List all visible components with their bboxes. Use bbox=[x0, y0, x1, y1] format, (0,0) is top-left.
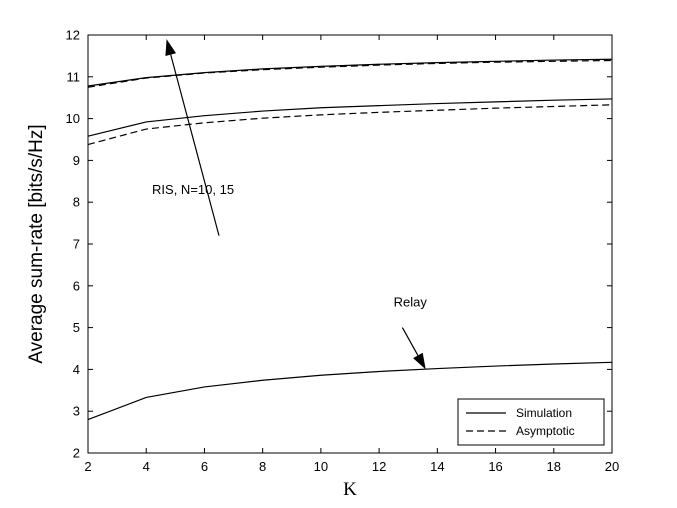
annotations: RIS, N=10, 15 Relay bbox=[152, 39, 428, 370]
annotation-label-1: Relay bbox=[394, 295, 428, 310]
x-tick-label: 8 bbox=[259, 459, 266, 474]
axis-ticks: 2 4 6 8 10 12 14 16 18 20 2 3 4 5 6 7 8 9 10 11 12 bbox=[66, 28, 620, 475]
x-tick-label: 10 bbox=[314, 459, 328, 474]
legend-label-asymptotic: Asymptotic bbox=[516, 424, 575, 438]
y-tick-label: 8 bbox=[73, 195, 80, 210]
x-tick-label: 2 bbox=[84, 459, 91, 474]
y-tick-label: 10 bbox=[66, 111, 80, 126]
x-tick-label: 6 bbox=[201, 459, 208, 474]
series-line-2-solid bbox=[87, 98, 613, 137]
series-line-1-dashed bbox=[87, 59, 613, 88]
legend-box bbox=[457, 398, 605, 446]
y-tick-label: 7 bbox=[73, 237, 80, 252]
series-line-4-solid bbox=[87, 361, 613, 421]
x-tick-label: 4 bbox=[143, 459, 150, 474]
annotation-arrow-1 bbox=[401, 327, 419, 356]
x-tick-label: 16 bbox=[488, 459, 502, 474]
y-tick-label: 6 bbox=[73, 278, 80, 293]
annotation-label-0: RIS, N=10, 15 bbox=[152, 182, 234, 197]
x-tick-label: 14 bbox=[430, 459, 444, 474]
series-line-3-dashed bbox=[87, 104, 613, 146]
y-tick-label: 4 bbox=[73, 362, 80, 377]
y-tick-label: 5 bbox=[73, 320, 80, 335]
y-tick-label: 2 bbox=[73, 446, 80, 461]
legend: Simulation Asymptotic bbox=[457, 398, 605, 446]
plot-area bbox=[87, 34, 613, 454]
annotation-arrowhead-0 bbox=[165, 39, 177, 57]
y-tick-label: 3 bbox=[73, 404, 80, 419]
legend-label-simulation: Simulation bbox=[516, 406, 572, 420]
y-tick-label: 9 bbox=[73, 153, 80, 168]
annotation-arrowhead-1 bbox=[413, 352, 426, 370]
x-tick-label: 20 bbox=[605, 459, 619, 474]
x-tick-label: 18 bbox=[547, 459, 561, 474]
y-tick-label: 12 bbox=[66, 28, 80, 43]
x-tick-label: 12 bbox=[372, 459, 386, 474]
x-axis-label: K bbox=[343, 479, 357, 500]
axes-box bbox=[87, 34, 613, 454]
annotation-arrow-0 bbox=[170, 54, 220, 236]
y-tick-label: 11 bbox=[67, 69, 81, 84]
series-lines bbox=[87, 58, 613, 421]
y-axis-label: Average sum-rate [bits/s/Hz] bbox=[26, 124, 47, 363]
